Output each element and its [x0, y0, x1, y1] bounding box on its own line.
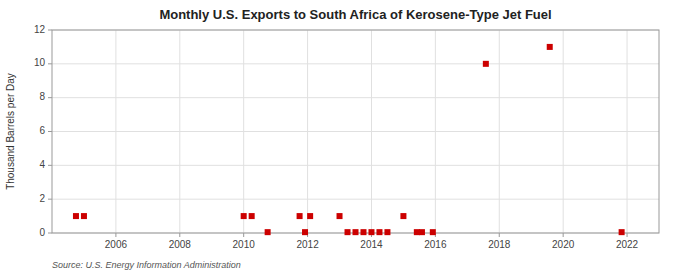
grid-line-x	[435, 30, 436, 233]
tick-label-x: 2020	[552, 239, 575, 250]
point	[547, 44, 553, 50]
y-axis-label: Thousand Barrels per Day	[5, 73, 16, 190]
tick-label-y: 12	[34, 24, 46, 35]
point	[430, 229, 436, 235]
tick-x	[499, 233, 500, 237]
point	[360, 229, 366, 235]
tick-label-y: 0	[39, 227, 45, 238]
grid-line-x	[179, 30, 180, 233]
grid-line-y	[52, 165, 659, 166]
point	[81, 213, 87, 219]
tick-y	[48, 233, 52, 234]
tick-label-x: 2018	[488, 239, 511, 250]
point	[368, 229, 374, 235]
tick-x	[115, 233, 116, 237]
grid-line-y	[52, 97, 659, 98]
point	[297, 213, 303, 219]
point	[483, 61, 489, 67]
tick-x	[243, 233, 244, 237]
grid-line-x	[627, 30, 628, 233]
tick-y	[48, 131, 52, 132]
tick-y	[48, 165, 52, 166]
tick-y	[48, 63, 52, 64]
point	[400, 213, 406, 219]
grid-line-y	[52, 199, 659, 200]
grid	[52, 30, 659, 233]
plot-frame	[52, 30, 659, 233]
tick-x	[179, 233, 180, 237]
annotation: Source: U.S. Energy Information Administ…	[52, 260, 241, 270]
tick-label-x: 2012	[296, 239, 319, 250]
point	[419, 229, 425, 235]
point	[241, 213, 247, 219]
grid-line-y	[52, 131, 659, 132]
tick-label-y: 2	[39, 193, 45, 204]
grid-line-y	[52, 63, 659, 64]
grid-line-x	[371, 30, 372, 233]
grid-line-x	[563, 30, 564, 233]
points	[73, 44, 625, 235]
point	[619, 229, 625, 235]
grid-line-x	[499, 30, 500, 233]
tick-x	[627, 233, 628, 237]
title: Monthly U.S. Exports to South Africa of …	[159, 7, 551, 22]
tick-label-x: 2022	[616, 239, 639, 250]
point	[249, 213, 255, 219]
grid-line-x	[307, 30, 308, 233]
point	[414, 229, 420, 235]
tick-x	[563, 233, 564, 237]
point	[384, 229, 390, 235]
tick-label-x: 2016	[424, 239, 447, 250]
tick-y	[48, 199, 52, 200]
tick-y	[48, 97, 52, 98]
grid-line-x	[243, 30, 244, 233]
grid-line-x	[115, 30, 116, 233]
tick-label-y: 4	[39, 159, 45, 170]
tick-label-x: 2008	[169, 239, 192, 250]
axes: 0 2 4 6 8 10 12 2006 2008 2010 2012 2014 2016 2018 202…	[34, 24, 659, 250]
point	[345, 229, 351, 235]
point	[73, 213, 79, 219]
point	[265, 229, 271, 235]
point	[302, 229, 308, 235]
tick-label-x: 2014	[360, 239, 383, 250]
point	[307, 213, 313, 219]
tick-label-y: 6	[39, 125, 45, 136]
tick-label-x: 2006	[105, 239, 128, 250]
point	[376, 229, 382, 235]
chart: 0 2 4 6 8 10 12 2006 2008 2010 2012 2014 2016 2018 202…	[0, 0, 675, 275]
tick-label-y: 8	[39, 91, 45, 102]
tick-label-x: 2010	[233, 239, 256, 250]
point	[337, 213, 343, 219]
point	[353, 229, 359, 235]
tick-y	[48, 30, 52, 31]
tick-label-y: 10	[34, 57, 46, 68]
